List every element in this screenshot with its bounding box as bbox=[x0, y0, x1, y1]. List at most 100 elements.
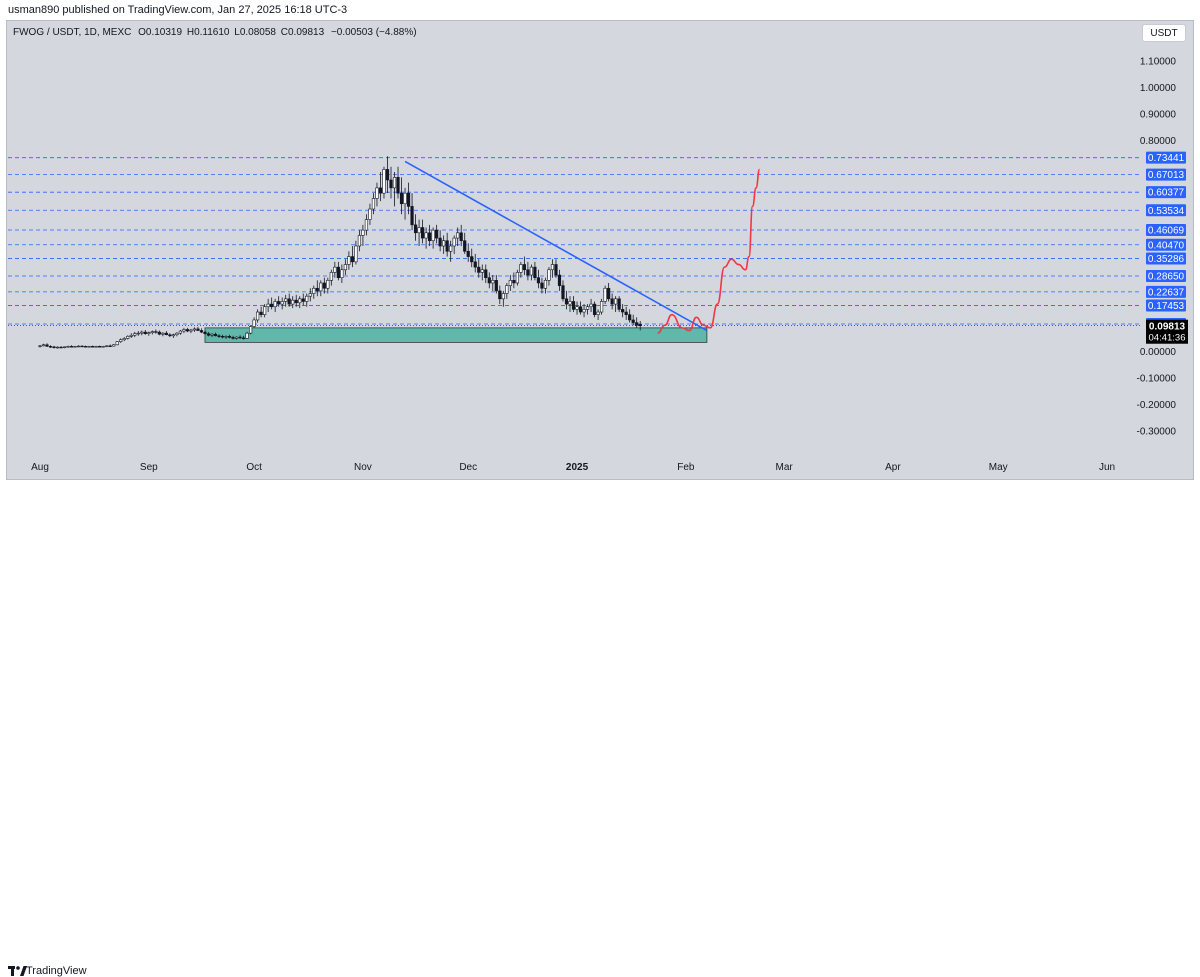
candle-body bbox=[382, 169, 386, 194]
candle-body bbox=[210, 333, 214, 336]
candle-body bbox=[487, 277, 491, 284]
time-axis[interactable]: Aug Sep Oct Nov Dec 2025 Feb Mar Apr May Jun bbox=[31, 462, 1115, 473]
time-tick-label: Jun bbox=[1099, 462, 1115, 473]
candle-body bbox=[182, 329, 186, 332]
candle-body bbox=[41, 344, 46, 347]
candle-body bbox=[638, 324, 642, 327]
candle-body bbox=[112, 344, 116, 347]
candle-body bbox=[554, 264, 558, 276]
candle-body bbox=[585, 306, 590, 310]
symbol-legend: FWOG / USDT, 1D, MEXC O0.10319 H0.11610 … bbox=[13, 27, 417, 38]
candle-body bbox=[628, 314, 632, 321]
time-tick-label: Dec bbox=[459, 462, 477, 473]
currency-button[interactable]: USDT bbox=[1142, 24, 1186, 42]
candle-body bbox=[624, 311, 628, 315]
candle-body bbox=[227, 336, 232, 338]
candle-body bbox=[315, 287, 319, 292]
candle-body bbox=[491, 280, 495, 284]
candle-body bbox=[526, 269, 530, 276]
candle-body bbox=[185, 329, 190, 332]
price-tick-label: -0.20000 bbox=[1137, 400, 1177, 411]
price-tick-label: 0.00000 bbox=[1140, 347, 1177, 358]
candle-body bbox=[301, 298, 305, 302]
candle-body bbox=[119, 339, 123, 342]
candle-body bbox=[217, 335, 221, 337]
candle-body bbox=[410, 206, 414, 226]
candle-body bbox=[178, 330, 183, 334]
chart-pane[interactable] bbox=[6, 20, 1194, 480]
candle-body bbox=[266, 303, 270, 308]
publish-bar: usman890 published on TradingView.com, J… bbox=[0, 0, 1200, 20]
level-label: 0.17453 bbox=[1148, 301, 1185, 312]
candle-body bbox=[533, 266, 537, 278]
candle-body bbox=[603, 287, 607, 302]
candle-body bbox=[161, 332, 165, 335]
candle-body bbox=[396, 177, 400, 194]
candle-body bbox=[340, 269, 344, 278]
candle-body bbox=[329, 272, 333, 281]
candle-body bbox=[336, 266, 340, 278]
candle-body bbox=[249, 326, 253, 334]
symbol-pair: FWOG / USDT, 1D, MEXC bbox=[13, 27, 132, 38]
time-tick-label: Mar bbox=[776, 462, 794, 473]
candle-body bbox=[73, 346, 77, 348]
candle-body bbox=[105, 345, 109, 347]
candle-body bbox=[312, 287, 316, 294]
candle-body bbox=[519, 264, 523, 273]
candle-body bbox=[515, 272, 519, 284]
candle-body bbox=[69, 346, 74, 348]
candle-body bbox=[126, 336, 130, 339]
candle-body bbox=[287, 298, 291, 305]
candle-body bbox=[136, 332, 140, 335]
candle-body bbox=[59, 346, 63, 349]
open-label: O bbox=[138, 27, 146, 38]
candle-body bbox=[196, 328, 200, 331]
candle-body bbox=[420, 227, 425, 239]
candle-body bbox=[164, 332, 168, 336]
close-value: 0.09813 bbox=[288, 27, 325, 38]
candle-body bbox=[592, 303, 597, 315]
horizontal-levels bbox=[8, 157, 1140, 327]
candle-body bbox=[122, 338, 126, 341]
candle-body bbox=[445, 240, 449, 252]
candle-body bbox=[406, 192, 411, 207]
candle-body bbox=[561, 285, 565, 300]
bar-countdown: 04:41:36 bbox=[1149, 333, 1186, 344]
candle-body bbox=[319, 282, 323, 292]
candle-body bbox=[213, 333, 218, 337]
candle-body bbox=[157, 331, 161, 335]
descending-trendline[interactable] bbox=[404, 160, 708, 332]
level-label-bg bbox=[1146, 285, 1186, 298]
candle-body bbox=[291, 299, 295, 305]
candle-body bbox=[599, 301, 604, 313]
level-label: 0.73441 bbox=[1148, 153, 1185, 164]
candle-body bbox=[550, 264, 555, 271]
level-label: 0.35286 bbox=[1148, 254, 1185, 265]
level-label: 0.67013 bbox=[1148, 170, 1185, 181]
candle-body bbox=[234, 336, 239, 339]
level-label: 0.60377 bbox=[1148, 188, 1185, 199]
price-axis[interactable]: 1.10000 1.00000 0.90000 0.80000 0.00000 -0.10… bbox=[1137, 57, 1177, 438]
price-tick-label: -0.10000 bbox=[1137, 374, 1177, 385]
candle-body bbox=[203, 331, 207, 334]
candle-body bbox=[38, 345, 42, 347]
candle-body bbox=[428, 232, 432, 242]
candle-body bbox=[77, 345, 81, 348]
candle-body bbox=[582, 309, 586, 313]
candle-body bbox=[115, 341, 119, 346]
time-tick-label: Sep bbox=[140, 462, 158, 473]
candle-body bbox=[568, 301, 572, 305]
level-label: 0.28650 bbox=[1148, 271, 1185, 282]
projection-path[interactable] bbox=[657, 168, 761, 334]
support-zone[interactable] bbox=[204, 327, 708, 343]
candle-body bbox=[477, 266, 481, 273]
candle-body bbox=[456, 232, 460, 239]
level-label-bg bbox=[1146, 151, 1186, 164]
candle-body bbox=[347, 256, 351, 265]
candle-body bbox=[540, 282, 544, 289]
level-label: 0.22637 bbox=[1148, 287, 1185, 298]
candle-body bbox=[607, 287, 611, 300]
candle-body bbox=[84, 346, 88, 348]
level-label-bg bbox=[1146, 168, 1186, 181]
price-chart[interactable]: 1.10000 1.00000 0.90000 0.80000 0.00000 -0.10… bbox=[0, 0, 1200, 480]
